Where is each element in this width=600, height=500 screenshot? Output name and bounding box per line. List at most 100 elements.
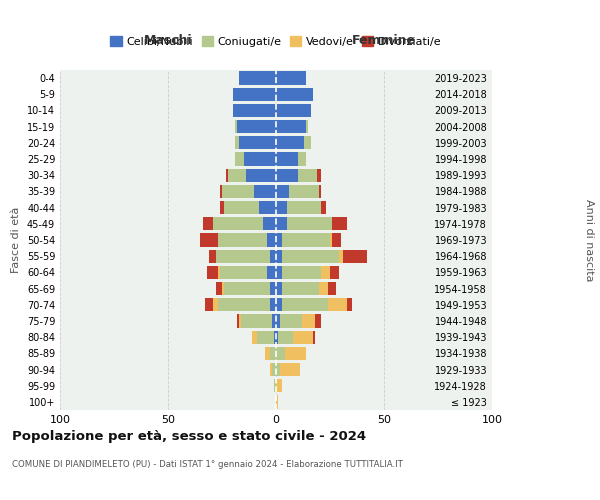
- Bar: [330, 234, 332, 246]
- Bar: [235, 152, 244, 166]
- Bar: [276, 363, 280, 376]
- Bar: [276, 396, 278, 408]
- Bar: [239, 314, 241, 328]
- Bar: [215, 250, 269, 263]
- Bar: [283, 234, 330, 246]
- Bar: [276, 266, 283, 279]
- Bar: [254, 185, 276, 198]
- Bar: [276, 217, 287, 230]
- Bar: [338, 250, 343, 263]
- Bar: [276, 72, 306, 85]
- Bar: [222, 185, 254, 198]
- Bar: [246, 168, 276, 182]
- Bar: [289, 185, 319, 198]
- Text: Anni di nascita: Anni di nascita: [584, 198, 594, 281]
- Bar: [322, 201, 326, 214]
- Bar: [237, 120, 276, 134]
- Bar: [269, 298, 276, 312]
- Bar: [269, 250, 276, 263]
- Bar: [268, 234, 276, 246]
- Bar: [276, 282, 283, 295]
- Y-axis label: Fasce di età: Fasce di età: [11, 207, 21, 273]
- Text: Popolazione per età, sesso e stato civile - 2024: Popolazione per età, sesso e stato civil…: [12, 430, 366, 443]
- Bar: [272, 314, 276, 328]
- Bar: [235, 136, 239, 149]
- Bar: [214, 217, 263, 230]
- Bar: [298, 152, 306, 166]
- Bar: [218, 298, 269, 312]
- Bar: [276, 250, 283, 263]
- Bar: [287, 217, 332, 230]
- Bar: [207, 266, 218, 279]
- Bar: [276, 104, 311, 117]
- Bar: [233, 104, 276, 117]
- Bar: [214, 298, 218, 312]
- Bar: [347, 298, 352, 312]
- Bar: [276, 330, 278, 344]
- Bar: [276, 152, 298, 166]
- Bar: [235, 120, 237, 134]
- Bar: [218, 266, 220, 279]
- Text: Femmine: Femmine: [352, 34, 416, 48]
- Bar: [252, 330, 257, 344]
- Bar: [276, 136, 304, 149]
- Bar: [205, 298, 214, 312]
- Bar: [272, 363, 276, 376]
- Bar: [269, 282, 276, 295]
- Bar: [322, 266, 330, 279]
- Bar: [220, 201, 224, 214]
- Bar: [276, 298, 283, 312]
- Bar: [319, 282, 328, 295]
- Bar: [237, 314, 239, 328]
- Bar: [302, 314, 315, 328]
- Bar: [330, 266, 338, 279]
- Bar: [257, 330, 274, 344]
- Bar: [276, 346, 284, 360]
- Legend: Celibi/Nubili, Coniugati/e, Vedovi/e, Divorziati/e: Celibi/Nubili, Coniugati/e, Vedovi/e, Di…: [106, 32, 446, 51]
- Bar: [276, 185, 289, 198]
- Bar: [293, 330, 313, 344]
- Bar: [283, 266, 322, 279]
- Bar: [283, 282, 319, 295]
- Bar: [269, 346, 276, 360]
- Bar: [274, 379, 276, 392]
- Bar: [328, 282, 337, 295]
- Bar: [222, 282, 224, 295]
- Bar: [269, 363, 272, 376]
- Bar: [224, 201, 259, 214]
- Bar: [200, 234, 218, 246]
- Bar: [276, 168, 298, 182]
- Bar: [259, 201, 276, 214]
- Text: Maschi: Maschi: [143, 34, 193, 48]
- Bar: [203, 217, 214, 230]
- Bar: [276, 120, 306, 134]
- Bar: [280, 363, 300, 376]
- Text: COMUNE DI PIANDIMELETO (PU) - Dati ISTAT 1° gennaio 2024 - Elaborazione TUTTITAL: COMUNE DI PIANDIMELETO (PU) - Dati ISTAT…: [12, 460, 403, 469]
- Bar: [274, 330, 276, 344]
- Bar: [284, 346, 306, 360]
- Bar: [332, 234, 341, 246]
- Bar: [276, 88, 313, 101]
- Bar: [313, 330, 315, 344]
- Bar: [276, 314, 280, 328]
- Bar: [283, 298, 328, 312]
- Bar: [244, 152, 276, 166]
- Bar: [220, 266, 268, 279]
- Bar: [220, 185, 222, 198]
- Bar: [239, 136, 276, 149]
- Bar: [319, 185, 322, 198]
- Bar: [343, 250, 367, 263]
- Bar: [233, 88, 276, 101]
- Bar: [224, 282, 269, 295]
- Bar: [280, 314, 302, 328]
- Bar: [268, 266, 276, 279]
- Bar: [215, 282, 222, 295]
- Bar: [218, 234, 268, 246]
- Bar: [276, 201, 287, 214]
- Bar: [239, 72, 276, 85]
- Bar: [276, 234, 283, 246]
- Bar: [276, 379, 283, 392]
- Bar: [306, 120, 308, 134]
- Bar: [315, 314, 322, 328]
- Bar: [265, 346, 269, 360]
